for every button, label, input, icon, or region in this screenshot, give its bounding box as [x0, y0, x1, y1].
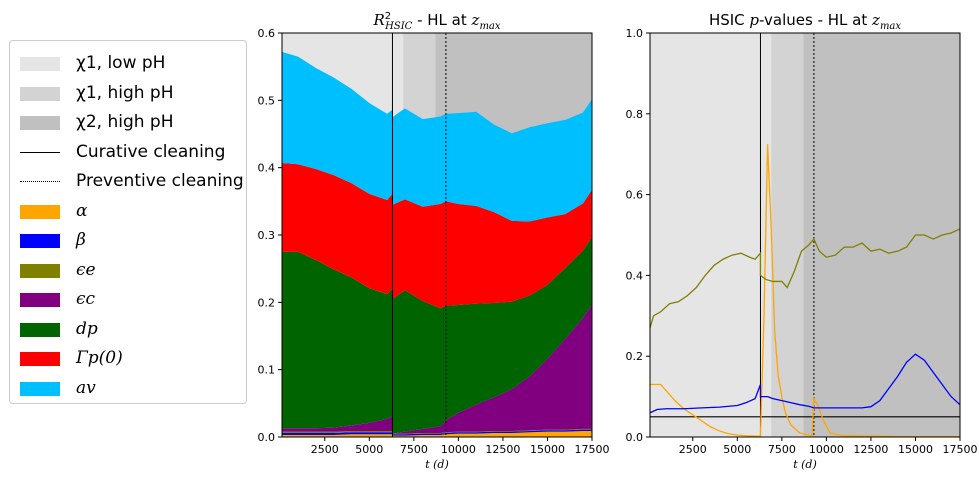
legend-swatch	[20, 116, 60, 130]
x-tick-label: 5000	[723, 443, 751, 456]
area-p-0	[282, 162, 592, 309]
legend-item-1-high-ph: χ1, high pH	[10, 81, 246, 107]
x-tick-label: 17500	[943, 443, 978, 456]
y-tick-label: 0.6	[626, 189, 644, 202]
x-tick-label: 10000	[809, 443, 844, 456]
legend-line-sample	[20, 151, 60, 153]
legend-label: av	[76, 377, 96, 398]
legend-label: α	[76, 200, 88, 221]
x-tick-label: 10000	[441, 443, 476, 456]
line-item	[650, 144, 960, 438]
area-e	[282, 428, 592, 435]
x-tick-label: 2500	[311, 443, 339, 456]
legend-label: Preventive cleaning	[76, 171, 244, 191]
y-tick-label: 0.5	[258, 94, 276, 107]
area-dp	[282, 237, 592, 434]
legend-swatch	[20, 204, 60, 219]
x-tick-label: 15000	[530, 443, 565, 456]
x-tick-label: 5000	[355, 443, 383, 456]
legend-label: χ2, high pH	[76, 112, 174, 132]
legend-swatch	[20, 263, 60, 278]
chart-legend: χ1, low pH χ1, high pH χ2, high pH Curative…	[9, 40, 247, 404]
legend-item-1-low-ph: χ1, low pH	[10, 51, 246, 77]
plot-frame-1	[281, 32, 593, 438]
legend-swatch	[20, 234, 60, 248]
y-tick-label: 0.6	[258, 27, 276, 40]
line-item	[649, 353, 961, 414]
legend-swatch	[20, 57, 60, 71]
axes-2: 2500 5000 7500 10000 12500 15000 17500 0.0 0.2 0.…	[626, 11, 978, 471]
y-tick-label: 0.0	[626, 431, 644, 444]
legend-swatch	[20, 86, 60, 101]
x-tick-label: 7500	[768, 443, 796, 456]
x-tick-label: 17500	[575, 443, 610, 456]
legend-swatch	[20, 322, 60, 337]
legend-item-item: β	[10, 228, 246, 254]
y-tick-label: 0.2	[626, 350, 644, 363]
legend-label: χ1, high pH	[76, 82, 174, 103]
x-tick-label: 12500	[485, 443, 520, 456]
line-e	[649, 228, 961, 329]
legend-item-e: ϵe	[10, 258, 246, 284]
legend-swatch	[20, 381, 60, 396]
legend-label: dp	[76, 318, 98, 339]
region-1-high-ph-2	[771, 33, 804, 437]
y-tick-label: 0.4	[258, 162, 276, 175]
legend-swatch	[20, 293, 60, 307]
legend-swatch	[20, 352, 60, 366]
legend-label: ϵc	[76, 289, 96, 309]
region-2-high-ph-2	[803, 33, 960, 437]
area-c	[282, 304, 592, 434]
y-tick-label: 0.8	[626, 108, 644, 121]
legend-item-2-high-ph: χ2, high pH	[10, 110, 246, 136]
legend-item-av: av	[10, 376, 246, 402]
legend-label: Curative cleaning	[76, 141, 226, 162]
legend-item-c: ϵc	[10, 287, 246, 313]
chart-title-1: R2 HSIC - HL at zmax	[372, 11, 500, 32]
area-av	[282, 51, 592, 222]
axes-1: 2500 5000 7500 10000 12500 15000 17500 0.0 0.1 0.…	[258, 11, 610, 471]
legend-line-sample	[20, 181, 60, 182]
y-tick-label: 0.0	[258, 431, 276, 444]
area-item	[282, 430, 592, 437]
legend-item-p-0: Γp(0)	[10, 346, 246, 372]
legend-label: ϵe	[76, 259, 96, 280]
region-1-low-ph-2	[650, 33, 772, 437]
x-tick-label: 12500	[853, 443, 888, 456]
legend-item-item: α	[10, 199, 246, 225]
y-tick-label: 0.4	[626, 269, 644, 282]
x-tick-label: 2500	[679, 443, 707, 456]
x-tick-label: 7500	[400, 443, 428, 456]
x-axis-label-1: t (d)	[425, 458, 449, 471]
chart-title-2: HSIC p-values - HL at zmax	[709, 11, 901, 32]
legend-item-curative-cleaning: Curative cleaning	[10, 140, 246, 166]
legend-label: Γp(0)	[76, 348, 123, 368]
legend-label: β	[76, 230, 86, 250]
legend-label: χ1, low pH	[76, 53, 166, 73]
area-item	[282, 429, 592, 436]
x-axis-label-2: t (d)	[793, 458, 817, 471]
y-tick-label: 1.0	[626, 27, 644, 40]
y-tick-label: 0.1	[258, 364, 276, 377]
legend-item-preventive-cleaning: Preventive cleaning	[10, 169, 246, 195]
x-tick-label: 15000	[898, 443, 933, 456]
y-tick-label: 0.3	[258, 229, 276, 242]
plot-frame-2	[649, 32, 961, 438]
legend-item-dp: dp	[10, 317, 246, 343]
y-tick-label: 0.2	[258, 296, 276, 309]
